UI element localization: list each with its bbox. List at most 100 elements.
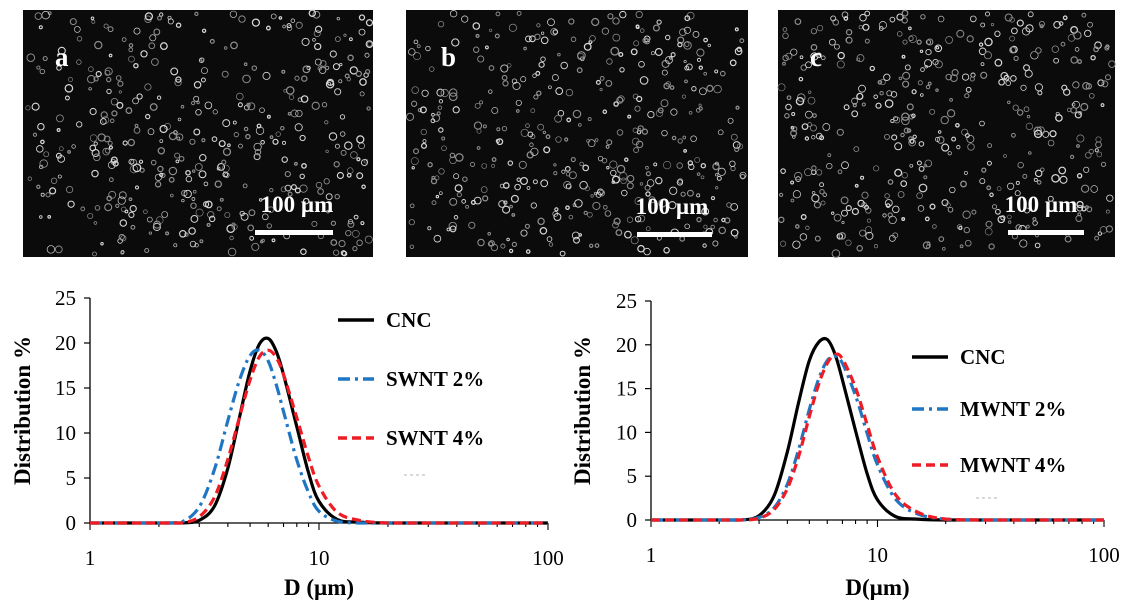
micrograph-c: c 100 µm [777,9,1116,258]
particle [353,214,359,220]
particle [301,75,308,82]
particle [1059,175,1068,184]
particle [267,206,274,213]
particle [1069,154,1075,160]
particle [780,240,787,247]
particle [416,44,421,49]
particle [831,211,835,215]
particle [258,198,263,202]
particle [245,133,251,140]
particle [906,128,912,133]
particle [333,161,340,168]
particle [346,172,352,178]
particle [473,46,480,53]
particle [295,21,303,29]
x-axis-label: D(µm) [845,575,909,600]
particle [792,240,801,249]
particle [658,198,668,208]
particle [638,60,645,68]
particle [308,9,317,17]
particle [94,40,103,50]
particle [1007,100,1011,105]
particle [552,211,559,217]
particle [559,250,566,257]
particle [794,224,800,229]
particle [791,111,796,117]
particle [610,169,617,177]
particle [851,207,859,216]
particle [192,189,197,194]
particle [487,241,494,247]
particle [437,20,445,28]
x-axis-label: D (µm) [284,575,354,600]
particle [68,77,73,82]
particle [438,99,444,104]
particle [480,186,488,193]
particle [1023,64,1030,72]
particle [425,45,431,52]
particle [238,143,243,149]
particle [107,26,114,33]
particle [1022,173,1028,179]
particle [294,75,300,81]
particle [216,206,222,212]
particle [122,140,128,146]
series-line-mwnt-2 [651,354,1104,522]
particle [487,231,492,236]
y-tick-label: 5 [66,466,77,490]
particle [491,163,496,168]
particle [230,41,238,50]
particle [482,124,487,129]
particle [1051,45,1059,53]
particle [801,123,809,130]
particle [243,62,248,67]
particle [1090,185,1098,193]
particle [326,209,330,214]
particle [107,140,113,146]
particle [453,173,460,180]
particle [856,245,863,252]
particle [607,13,614,20]
particle [76,121,83,128]
particle [554,207,559,212]
particle [791,126,798,132]
particle [39,215,43,219]
particle [366,41,373,47]
particle [87,212,94,220]
particle [605,144,610,149]
particle [440,88,449,98]
particle [811,165,817,171]
particle [363,158,369,164]
particle [920,67,925,72]
particle [670,52,676,58]
particle [315,181,323,189]
particle [578,233,582,237]
particle [356,157,361,162]
particle [1101,80,1109,88]
particle [523,46,527,51]
particle [281,156,288,163]
legend-label-cnc: CNC [960,345,1006,369]
particle [635,25,640,30]
particle [641,128,649,135]
particle [1033,129,1043,139]
particle [506,63,512,68]
particle [157,165,164,173]
particle [617,95,625,103]
particle [681,94,686,99]
particle [718,226,726,235]
particle [837,51,845,60]
particle [807,122,813,127]
particle [278,16,283,20]
particle [103,135,111,143]
particle [545,134,551,140]
y-tick-label: 25 [616,289,637,313]
particle [149,34,157,42]
particle [108,190,117,199]
particle [811,191,816,195]
particle [481,163,488,169]
particle [901,112,910,121]
particle [253,142,262,151]
particle [710,224,715,230]
particle [27,176,32,181]
